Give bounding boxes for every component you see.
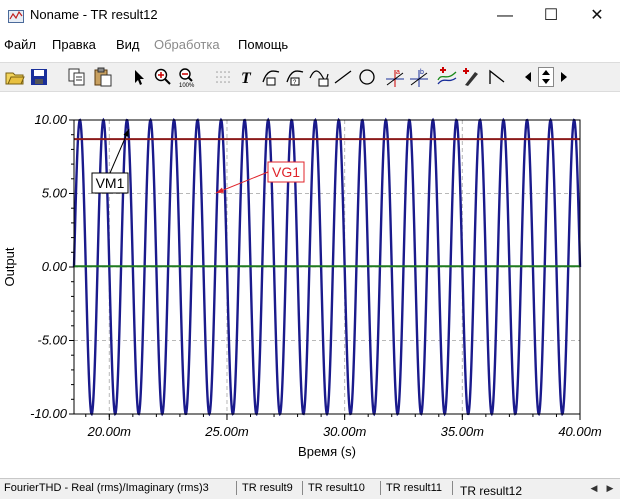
crosshair-b-icon[interactable]: b (408, 66, 430, 88)
tab-fourier-thd[interactable]: FourierTHD - Real (rms)/Imaginary (rms)3 (4, 482, 209, 494)
y-tick-label: 0.00 (42, 259, 68, 274)
close-button[interactable]: ✕ (590, 7, 604, 24)
annotation-arrowhead (123, 129, 129, 137)
grid-icon[interactable] (212, 66, 234, 88)
plot-area[interactable]: 10.00 5.00 0.00 -5.00 -10.00 20.00m 25.00m 30.0… (0, 92, 620, 462)
menu-file[interactable]: Файл (4, 37, 36, 52)
paste-icon[interactable] (92, 66, 114, 88)
copy-icon[interactable] (66, 66, 88, 88)
y-tick-label: -10.00 (30, 406, 68, 421)
chart-svg[interactable]: 10.00 5.00 0.00 -5.00 -10.00 20.00m 25.00m 30.0… (0, 92, 620, 462)
cursor-a-icon[interactable] (260, 66, 282, 88)
fit-curve-icon[interactable] (308, 66, 330, 88)
tab-tr-result9[interactable]: TR result9 (242, 482, 293, 494)
x-tick-label: 25.00m (204, 424, 249, 439)
y-tick-label: 10.00 (34, 112, 67, 127)
tab-tr-result12[interactable]: TR result12 (460, 484, 523, 498)
tabs-scroll-right-icon[interactable]: ▶ (606, 483, 614, 493)
svg-text:a: a (396, 69, 400, 76)
tabs-scroll-left-icon[interactable]: ◀ (590, 483, 598, 493)
menu-help[interactable]: Помощь (238, 37, 289, 52)
zoom-100-icon[interactable]: 100% (176, 66, 198, 88)
zoom-in-icon[interactable] (152, 66, 174, 88)
x-axis-label: Время (s) (298, 444, 356, 459)
spin-updown-icon[interactable] (538, 66, 554, 88)
menu-processing[interactable]: Обработка (154, 37, 220, 52)
x-tick-label: 20.00m (87, 424, 132, 439)
x-tick-label: 40.00m (558, 424, 602, 439)
annotation-arrowhead (216, 187, 224, 193)
title-bar: Noname - TR result12 — ☐ ✕ (0, 0, 620, 32)
text-tool-glyph: T (241, 70, 252, 87)
minimize-button[interactable]: — (497, 7, 513, 24)
step-icon[interactable] (486, 66, 508, 88)
x-tick-label: 35.00m (441, 424, 485, 439)
result-tabs-bar: FourierTHD - Real (rms)/Imaginary (rms)3… (0, 478, 620, 499)
line-tool-icon[interactable] (332, 66, 354, 88)
window-title: Noname - TR result12 (30, 7, 158, 22)
svg-text:?: ? (293, 80, 297, 86)
circle-tool-icon[interactable] (356, 66, 378, 88)
cursor-b-icon[interactable]: ? (284, 66, 306, 88)
tab-divider (236, 481, 237, 495)
annotation-label: VM1 (96, 175, 125, 191)
app-icon (8, 10, 24, 23)
menu-view[interactable]: Вид (116, 37, 140, 52)
crosshair-a-icon[interactable]: a (384, 66, 406, 88)
y-tick-label: -5.00 (37, 333, 67, 348)
svg-text:b: b (420, 69, 424, 76)
maximize-button[interactable]: ☐ (543, 7, 559, 24)
svg-text:100%: 100% (179, 83, 195, 88)
tab-divider (380, 481, 381, 495)
tab-divider (302, 481, 303, 495)
curve-marker-icon[interactable] (436, 66, 458, 88)
select-arrow-icon[interactable] (128, 66, 150, 88)
annotation-arrow (109, 128, 130, 174)
tab-tr-result11[interactable]: TR result11 (386, 482, 443, 494)
menu-edit[interactable]: Правка (52, 37, 96, 52)
save-icon[interactable] (28, 66, 50, 88)
toolbar: 100% T ? a b (0, 62, 620, 92)
y-axis-label: Output (2, 247, 17, 286)
pen-marker-icon[interactable] (460, 66, 482, 88)
scroll-right-icon[interactable] (558, 66, 570, 88)
annotation-label: VG1 (272, 164, 300, 180)
menu-bar: Файл Правка Вид Обработка Помощь (0, 34, 620, 56)
annotation-arrow (215, 171, 269, 194)
x-tick-label: 30.00m (323, 424, 367, 439)
y-tick-label: 5.00 (42, 186, 68, 201)
scroll-left-icon[interactable] (522, 66, 534, 88)
tab-divider (452, 481, 453, 495)
open-folder-icon[interactable] (4, 66, 26, 88)
tab-tr-result10[interactable]: TR result10 (308, 482, 365, 494)
text-tool-icon[interactable]: T (236, 66, 258, 88)
